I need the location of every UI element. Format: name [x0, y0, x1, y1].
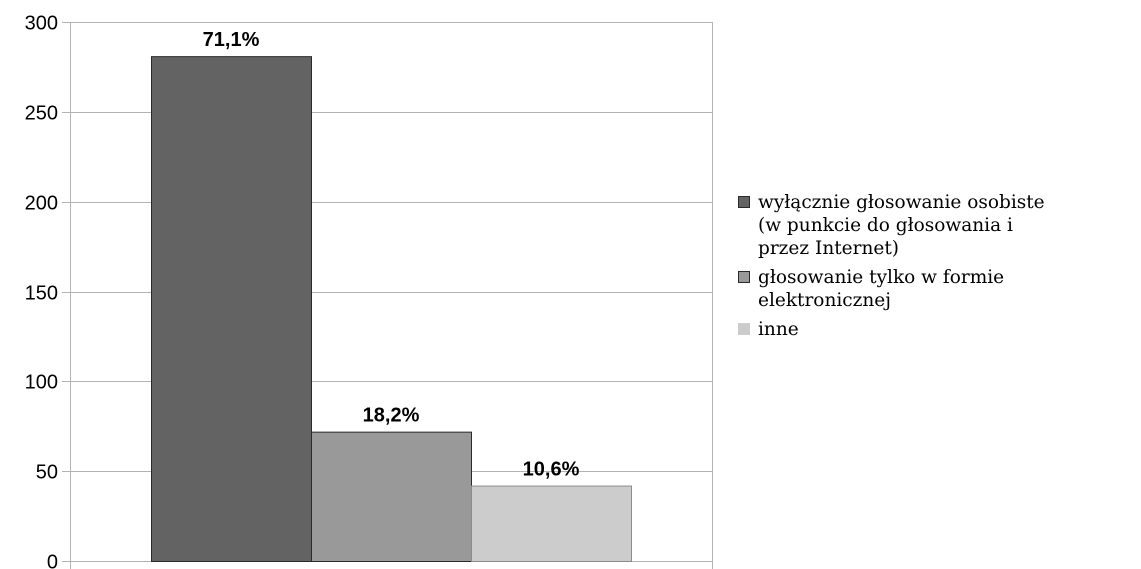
y-tick-label: 250 — [25, 103, 58, 125]
y-tick-label: 100 — [25, 372, 58, 394]
legend-swatch — [738, 271, 750, 283]
bar — [311, 431, 472, 563]
legend-swatch — [738, 323, 750, 335]
legend-item: inne — [738, 318, 1138, 341]
data-label: 10,6% — [523, 459, 580, 481]
y-tick-label: 200 — [25, 193, 58, 215]
legend-label: głosowanie tylko w formie — [758, 267, 1005, 288]
legend-item: głosowanie tylko w formie elektronicznej — [738, 266, 1138, 312]
data-labels: 71,1% 18,2% 10,6% — [203, 29, 580, 480]
bar — [151, 56, 312, 563]
legend-label: przez Internet) — [758, 238, 899, 259]
legend-item: wyłącznie głosowanie osobiste (w punkcie … — [738, 191, 1138, 260]
data-label: 18,2% — [363, 405, 420, 427]
y-tick-label: 150 — [25, 283, 58, 305]
legend-label: inne — [758, 319, 799, 340]
bar — [471, 485, 632, 563]
y-tick-label: 300 — [25, 13, 58, 35]
bars — [151, 56, 632, 563]
y-tick-label: 0 — [47, 552, 58, 569]
y-tick-label: 50 — [36, 462, 58, 484]
legend-label: wyłącznie głosowanie osobiste — [758, 192, 1045, 213]
legend: wyłącznie głosowanie osobiste (w punkcie … — [738, 191, 1138, 347]
legend-label: (w punkcie do głosowania i — [758, 215, 1013, 236]
y-axis: 0 50 100 150 200 250 300 — [25, 13, 71, 569]
legend-label: elektronicznej — [758, 290, 891, 311]
data-label: 71,1% — [203, 29, 260, 51]
legend-swatch — [738, 196, 750, 208]
